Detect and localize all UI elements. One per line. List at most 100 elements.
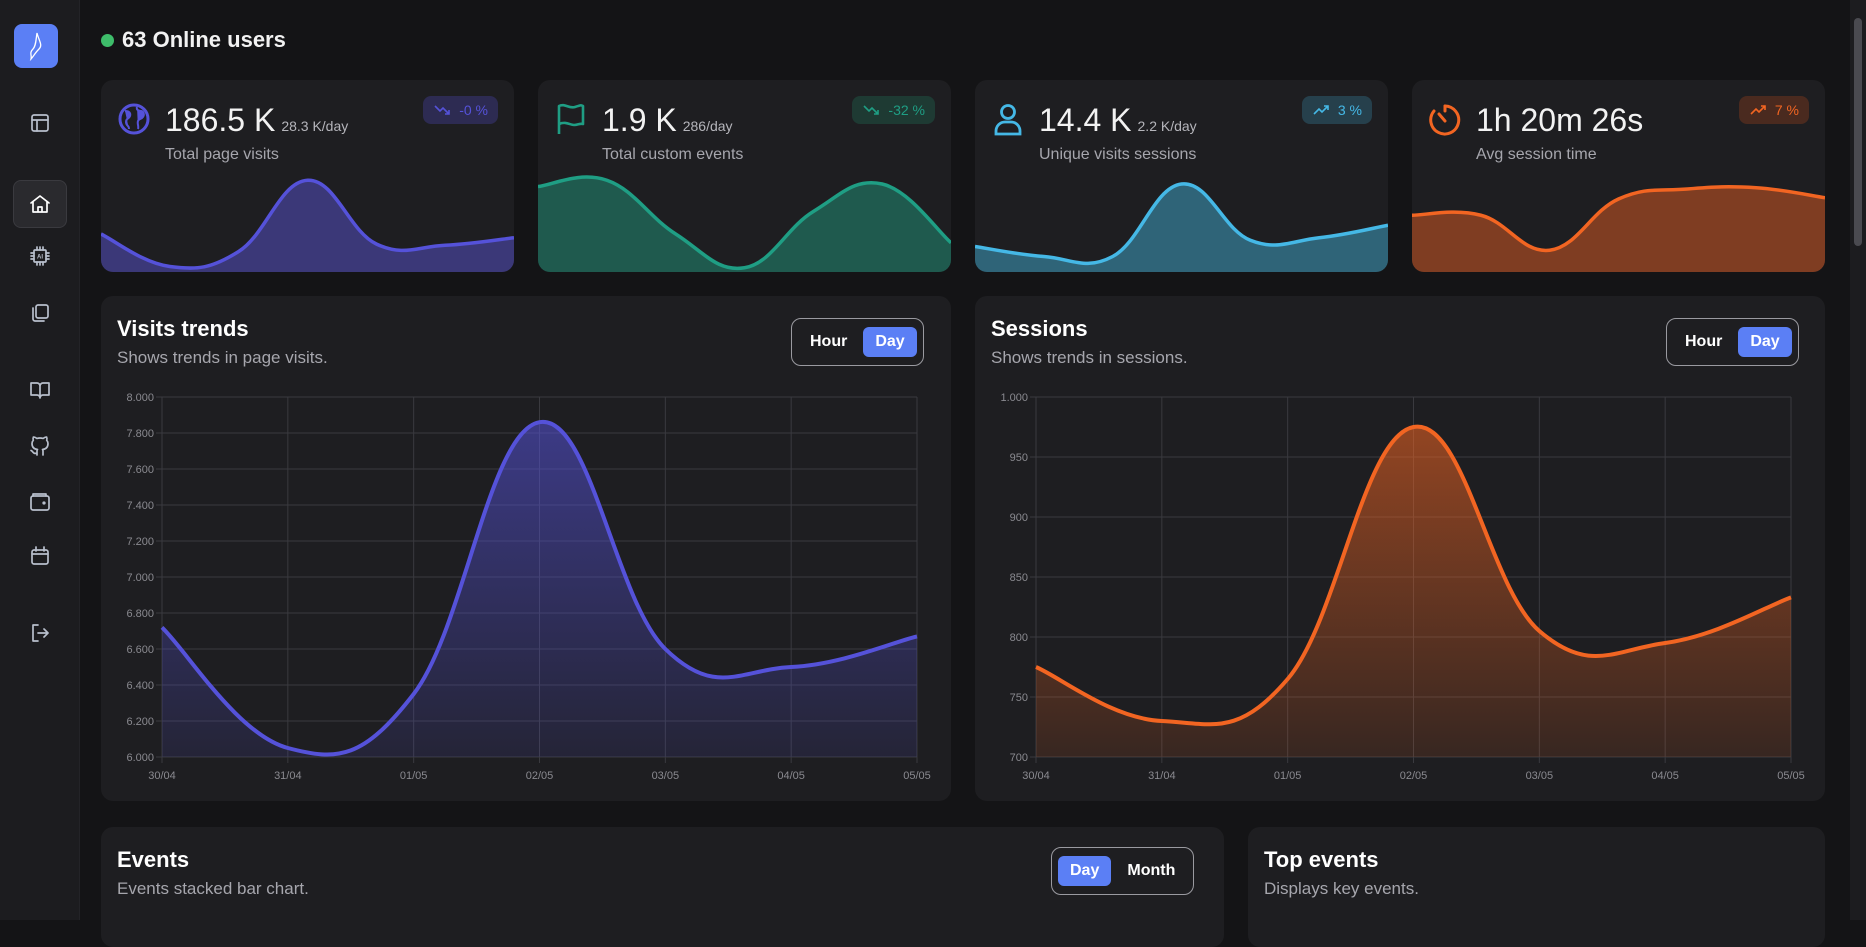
nav-ai[interactable]: AI [13, 232, 67, 280]
book-icon [30, 382, 50, 399]
logout-icon [32, 624, 49, 642]
stat-value: 1.9 K 286/day [602, 102, 733, 139]
sparkline-area [1412, 186, 1825, 272]
x-tick-label: 03/05 [1526, 770, 1554, 782]
visits-toggle-day[interactable]: Day [863, 327, 917, 357]
sessions-toggle-hour[interactable]: Hour [1685, 333, 1723, 350]
visits-chart: 6.000 6.200 6.400 6.600 6.800 7.000 7.200 7.400… [126, 392, 930, 782]
copy-icon [32, 304, 49, 322]
sessions-toggle-day[interactable]: Day [1738, 327, 1792, 357]
x-tick-label: 30/04 [1022, 770, 1050, 782]
events-subtitle: Events stacked bar chart. [117, 879, 309, 898]
nav-calendar[interactable] [13, 532, 67, 580]
nav-logout[interactable] [13, 609, 67, 657]
stat-label: Unique visits sessions [1039, 146, 1197, 163]
stat-card: 186.5 K 28.3 K/day Total page visits -0 % [101, 80, 514, 272]
scrollbar[interactable] [1850, 0, 1866, 920]
sessions-card: Sessions Shows trends in sessions. Hour … [975, 296, 1825, 801]
x-tick-label: 03/05 [652, 770, 680, 782]
y-tick-label: 6.400 [126, 680, 154, 692]
nav-copy[interactable] [13, 289, 67, 337]
sparkline [538, 175, 951, 272]
scrollbar-thumb[interactable] [1854, 18, 1862, 246]
trend-badge: 3 % [1301, 96, 1372, 124]
online-users: 63 Online users [101, 27, 286, 53]
trend-badge: 7 % [1738, 96, 1809, 124]
series-line [1035, 424, 1792, 727]
events-toggle-month[interactable]: Month [1127, 862, 1176, 879]
stat-label: Total page visits [165, 146, 279, 163]
stat-value-text: 1.9 K [602, 102, 677, 138]
stat-value: 1h 20m 26s [1476, 102, 1649, 139]
top-events-title: Top events [1264, 847, 1379, 872]
sparkline-area [538, 177, 951, 272]
series-line [160, 420, 918, 757]
sparkline [1412, 185, 1825, 272]
visits-granularity-toggle: Hour Day [791, 318, 924, 366]
wallet-icon [30, 493, 50, 511]
stat-value: 186.5 K 28.3 K/day [165, 102, 348, 139]
nav-home[interactable] [13, 180, 67, 228]
sparkline-area [975, 183, 1388, 272]
y-tick-label: 6.600 [126, 644, 154, 656]
x-tick-label: 04/05 [1651, 770, 1679, 782]
trend-down-icon [863, 105, 880, 115]
flag-icon [557, 103, 585, 134]
nav-docs[interactable] [13, 366, 67, 414]
visits-subtitle: Shows trends in page visits. [117, 348, 328, 367]
nav-wallet[interactable] [13, 478, 67, 526]
nav-github[interactable] [13, 422, 67, 470]
x-tick-label: 01/05 [400, 770, 428, 782]
sidebar: AI [0, 0, 80, 920]
series-area [162, 421, 917, 757]
top-events-subtitle: Displays key events. [1264, 879, 1419, 898]
y-tick-label: 7.800 [126, 428, 154, 440]
visits-toggle-hour[interactable]: Hour [810, 333, 848, 350]
sessions-chart: 700 750 800 850 900 950 1.000 30/04 31/04 01/05 02… [1000, 392, 1805, 782]
y-tick-label: 1.000 [1000, 392, 1028, 404]
y-tick-label: 7.400 [126, 500, 154, 512]
x-tick-label: 31/04 [1148, 770, 1176, 782]
sparkline-line [101, 178, 514, 270]
sparkline [975, 182, 1388, 272]
trend-badge-value: 7 % [1774, 102, 1799, 118]
x-tick-label: 31/04 [274, 770, 302, 782]
events-toggle-day[interactable]: Day [1058, 856, 1112, 886]
svg-text:AI: AI [37, 255, 43, 261]
trend-badge: -32 % [852, 96, 935, 124]
visits-trends-card: Visits trends Shows trends in page visit… [101, 296, 951, 801]
y-tick-label: 900 [1010, 512, 1028, 524]
trend-badge: -0 % [423, 96, 498, 124]
home-icon [30, 195, 50, 213]
x-tick-label: 02/05 [1400, 770, 1428, 782]
y-tick-label: 950 [1010, 452, 1028, 464]
events-title: Events [117, 847, 190, 872]
x-tick-label: 01/05 [1274, 770, 1302, 782]
x-tick-label: 04/05 [777, 770, 805, 782]
y-tick-label: 7.600 [126, 464, 154, 476]
y-tick-label: 6.800 [126, 608, 154, 620]
events-card: Events Events stacked bar chart. Day Mon… [101, 827, 1224, 947]
logo-icon [29, 32, 42, 61]
visits-title: Visits trends [117, 316, 249, 341]
sparkline [101, 178, 514, 272]
sessions-title: Sessions [991, 316, 1088, 341]
sparkline-line [538, 175, 951, 271]
stat-rate: 2.2 K/day [1137, 118, 1197, 134]
y-tick-label: 750 [1010, 692, 1028, 704]
nav-layout[interactable] [13, 99, 67, 147]
app-logo[interactable] [14, 24, 58, 68]
y-tick-label: 700 [1010, 752, 1028, 764]
events-granularity-toggle: Day Month [1051, 847, 1195, 895]
globe-icon [118, 103, 150, 135]
user-icon [994, 104, 1022, 136]
y-tick-label: 7.000 [126, 572, 154, 584]
x-tick-label: 05/05 [1777, 770, 1805, 782]
trend-badge-value: 3 % [1337, 102, 1362, 118]
layout-icon [31, 114, 49, 132]
sparkline-area [101, 180, 514, 272]
github-icon [30, 436, 49, 456]
timer-icon [1429, 104, 1461, 136]
sessions-granularity-toggle: Hour Day [1666, 318, 1799, 366]
top-events-card: Top events Displays key events. [1248, 827, 1825, 947]
